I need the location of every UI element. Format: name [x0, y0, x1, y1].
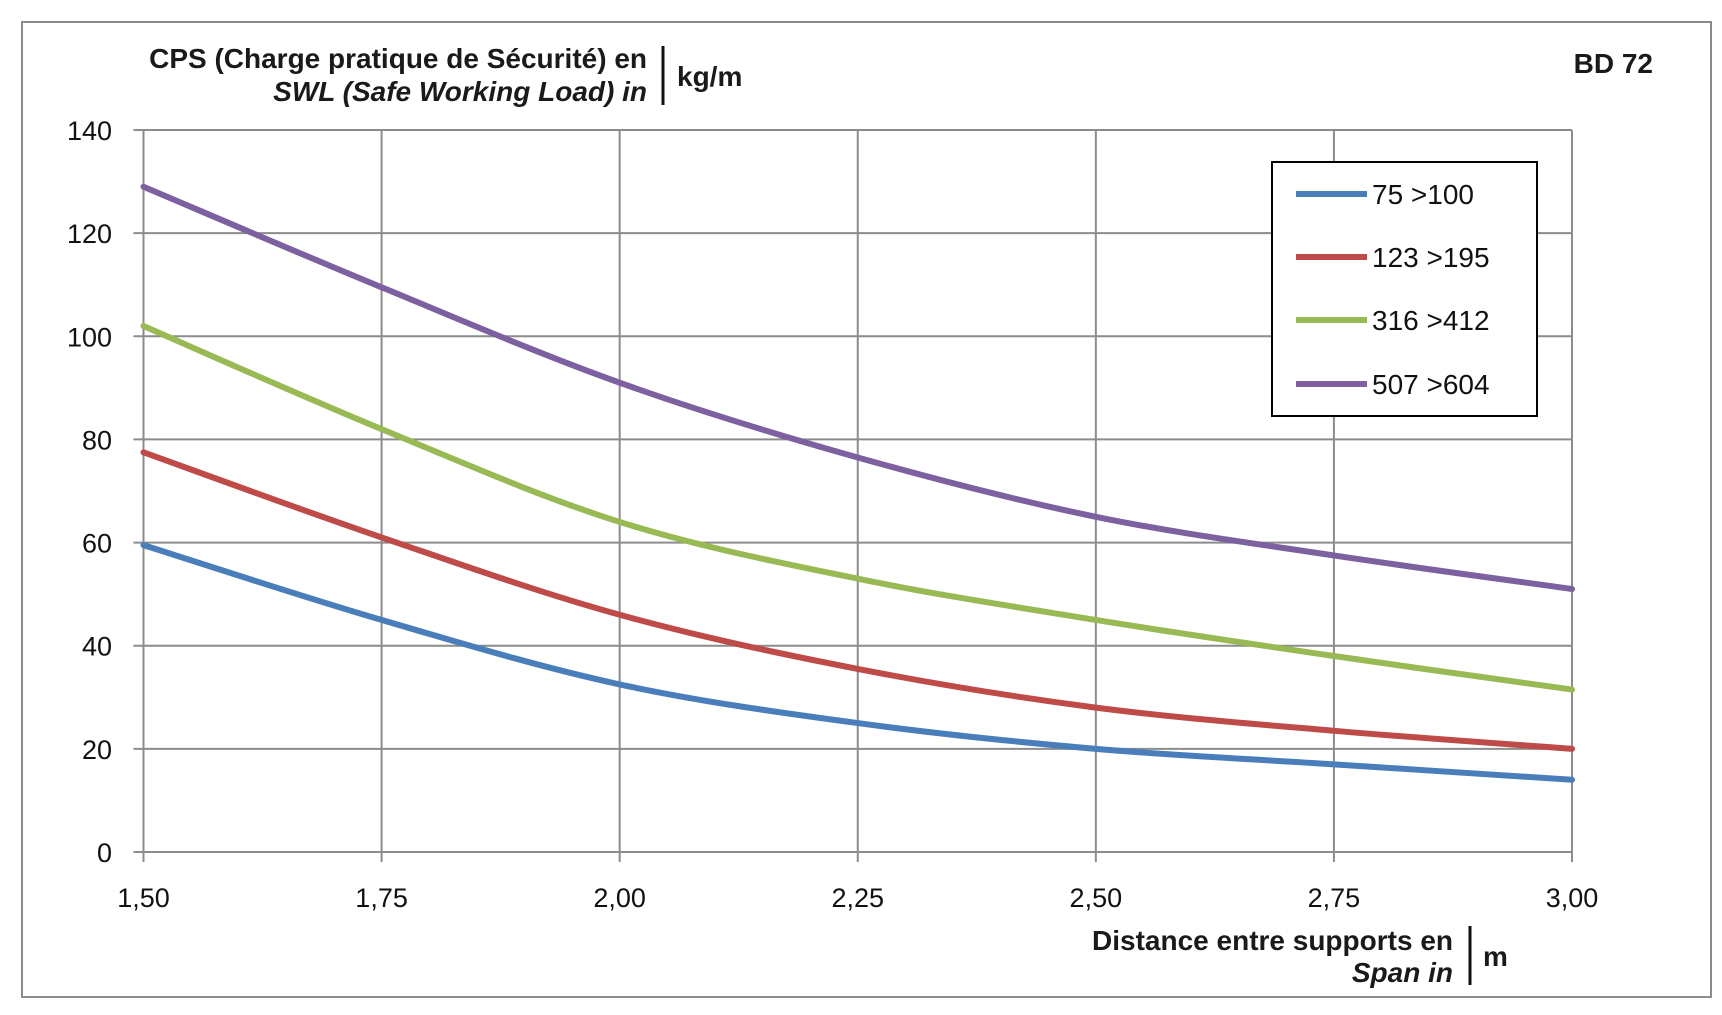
x-tick-labels: 1,50 1,75 2,00 2,25 2,50 2,75 3,00 [117, 883, 1598, 913]
y-tick-label: 80 [82, 425, 112, 455]
y-axis-unit: kg/m [677, 61, 742, 92]
legend-label: 507 >604 [1372, 369, 1490, 400]
x-tick-label: 2,50 [1070, 883, 1123, 913]
legend-item: 75 >100 [1296, 179, 1474, 210]
x-tick-label: 3,00 [1546, 883, 1599, 913]
legend-label: 316 >412 [1372, 305, 1490, 336]
y-tick-label: 100 [67, 322, 112, 352]
x-tick-label: 1,75 [355, 883, 408, 913]
y-tick-label: 120 [67, 219, 112, 249]
legend-label: 123 >195 [1372, 242, 1490, 273]
legend-label: 75 >100 [1372, 179, 1474, 210]
y-tick-labels: 0 20 40 60 80 100 120 140 [67, 116, 112, 868]
x-tick-label: 2,75 [1308, 883, 1361, 913]
x-tick-label: 2,00 [593, 883, 646, 913]
series-line-0 [140, 542, 1575, 783]
y-axis-title-line2: SWL (Safe Working Load) in [273, 76, 647, 107]
series-line-2 [140, 322, 1575, 693]
legend-box [1271, 161, 1538, 417]
legend: 75 >100 123 >195 316 >412 507 >604 [1271, 161, 1538, 417]
x-tick-label: 2,25 [831, 883, 884, 913]
y-axis-title-line1: CPS (Charge pratique de Sécurité) en [149, 43, 647, 74]
x-axis-title-line1: Distance entre supports en [1092, 925, 1453, 956]
legend-item: 507 >604 [1296, 369, 1490, 400]
legend-item: 316 >412 [1296, 305, 1490, 336]
legend-item: 123 >195 [1296, 242, 1490, 273]
y-tick-label: 60 [82, 529, 112, 559]
x-axis-title-line2: Span in [1352, 957, 1453, 988]
series-line-1 [140, 449, 1575, 752]
series-line-3 [140, 183, 1575, 592]
y-tick-label: 40 [82, 632, 112, 662]
y-tick-label: 140 [67, 116, 112, 146]
y-tick-label: 20 [82, 735, 112, 765]
x-axis-unit: m [1483, 941, 1508, 972]
x-tick-label: 1,50 [117, 883, 170, 913]
corner-label: BD 72 [1574, 48, 1653, 79]
series-lines [140, 183, 1575, 783]
y-tick-label: 0 [97, 838, 112, 868]
